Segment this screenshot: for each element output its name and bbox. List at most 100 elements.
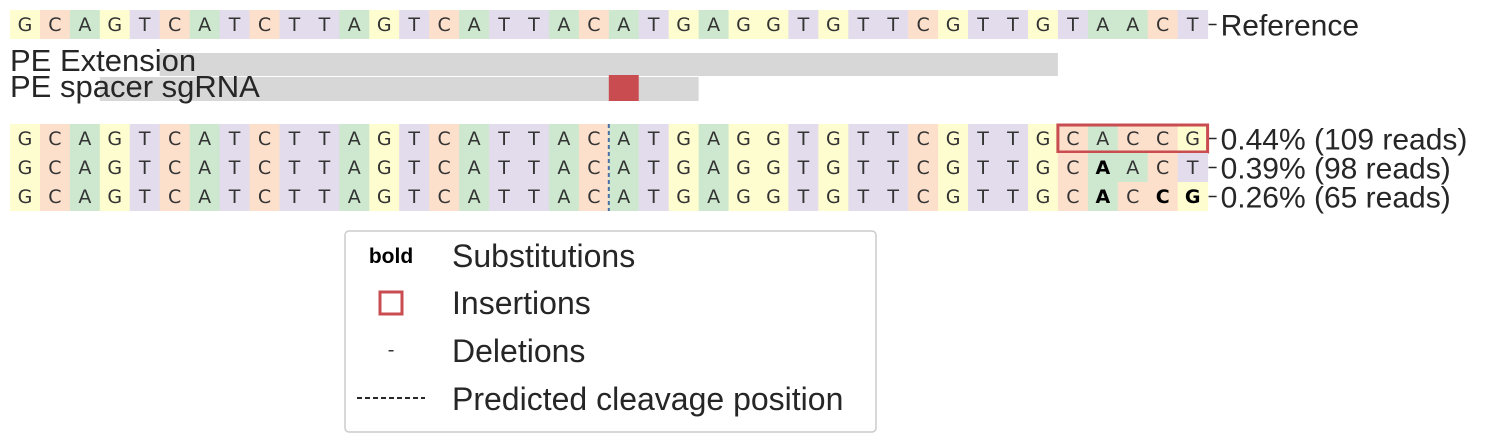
- allele-3-cell: [518, 182, 550, 211]
- reference-base: C: [917, 14, 930, 36]
- allele-1-cell: [189, 124, 221, 153]
- allele-1-base: T: [856, 128, 869, 150]
- allele-1-base: C: [1156, 128, 1169, 150]
- pe-spacer-label: PE spacer sgRNA: [10, 69, 260, 104]
- allele-1-cell: [39, 124, 71, 153]
- allele-3-cell: [159, 182, 191, 211]
- allele-3-base: A: [198, 186, 211, 208]
- allele-2-base: A: [617, 157, 630, 179]
- allele-3-base: C: [1126, 186, 1139, 208]
- reference-cell: [339, 10, 370, 39]
- allele-1-base: C: [437, 128, 450, 150]
- allele-3-base: A: [468, 186, 481, 208]
- annotation-tracks: PE Extension PE spacer sgRNA: [10, 43, 1058, 104]
- allele-2-base: G: [377, 157, 392, 179]
- reference-base: T: [318, 14, 331, 36]
- reference-base: T: [886, 14, 899, 36]
- reference-base: C: [437, 14, 450, 36]
- allele-2-base: C: [1156, 157, 1169, 179]
- allele-1-cell: [309, 124, 340, 153]
- allele-1-cell: [578, 124, 610, 153]
- allele-3-label: 0.26% (65 reads): [1221, 182, 1451, 215]
- reference-cell: [518, 10, 550, 39]
- allele-3-base: G: [946, 186, 961, 208]
- reference-base: C: [587, 14, 600, 36]
- reference-base: T: [797, 14, 810, 36]
- allele-3-cell: [758, 182, 789, 211]
- allele-1-cell: [159, 124, 191, 153]
- allele-3-cell: [818, 182, 849, 211]
- allele-2-cell: [998, 153, 1029, 182]
- allele-2-cell: [69, 153, 101, 182]
- allele-3-cell: [1117, 182, 1149, 211]
- allele-1-cell: [489, 124, 520, 153]
- allele-2-cell: [369, 153, 400, 182]
- reference-cell: [638, 10, 670, 39]
- allele-2-base: A: [707, 157, 720, 179]
- allele-2-base: T: [228, 157, 241, 179]
- allele-1-cell: [638, 124, 670, 153]
- allele-2-cell: [818, 153, 849, 182]
- reference-cell: [848, 10, 879, 39]
- allele-1-base: T: [407, 128, 420, 150]
- allele-3-cell: [219, 182, 251, 211]
- allele-1-base: G: [18, 128, 33, 150]
- reference-base: C: [48, 14, 61, 36]
- allele-2-cell: [1147, 153, 1179, 182]
- reference-cell: [159, 10, 191, 39]
- allele-2-cell: [1177, 153, 1209, 182]
- allele-3-base: T: [228, 186, 241, 208]
- allele-3-cell: [459, 182, 490, 211]
- reference-base: T: [407, 14, 420, 36]
- allele-2-base: A: [468, 157, 481, 179]
- allele-2-cell: [968, 153, 999, 182]
- allele-1-cell: [1027, 124, 1059, 153]
- reference-cell: [818, 10, 849, 39]
- reference-base: T: [527, 14, 540, 36]
- reference-cell: [668, 10, 700, 39]
- allele-1-cell: [1147, 124, 1179, 153]
- allele-2-cell: [10, 153, 41, 182]
- reference-cell: [309, 10, 340, 39]
- allele-2-base: C: [258, 157, 271, 179]
- reference-base: A: [1096, 14, 1109, 36]
- allele-3-cell: [339, 182, 370, 211]
- reference-cell: [608, 10, 640, 39]
- reference-cell: [728, 10, 759, 39]
- reference-cell: [129, 10, 161, 39]
- allele-3-cell: [1147, 182, 1179, 211]
- allele-2-cell: [878, 153, 909, 182]
- allele-3-cell: [878, 182, 909, 211]
- allele-2-cell: [1117, 153, 1149, 182]
- allele-1-cell: [219, 124, 251, 153]
- legend-bold-symbol: bold: [369, 245, 413, 268]
- reference-base: A: [557, 14, 570, 36]
- allele-3-base: A: [78, 186, 91, 208]
- reference-cell: [369, 10, 400, 39]
- allele-2-base: G: [676, 157, 691, 179]
- allele-3-cell: [668, 182, 700, 211]
- allele-3-cell: [39, 182, 71, 211]
- allele-2-cell: [129, 153, 161, 182]
- allele-1-base: A: [557, 128, 570, 150]
- allele-2-base: G: [766, 157, 781, 179]
- allele-1-cell: [1057, 124, 1089, 153]
- allele-1-insertion-box: [1056, 123, 1210, 154]
- reference-cell: [99, 10, 131, 39]
- allele-3-base: C: [48, 186, 61, 208]
- allele-3-cell: [698, 182, 730, 211]
- allele-3-cell: [489, 182, 520, 211]
- allele-3-base: C: [917, 186, 930, 208]
- reference-base: A: [78, 14, 91, 36]
- allele-1-cell: [518, 124, 550, 153]
- allele-2-cell: [489, 153, 520, 182]
- allele-2-base: G: [736, 157, 751, 179]
- allele-3-base: C: [437, 186, 450, 208]
- allele-3-base: G: [377, 186, 392, 208]
- reference-cell: [938, 10, 969, 39]
- allele-2-base: T: [527, 157, 540, 179]
- allele-1-cell: [848, 124, 879, 153]
- allele-2-cell: [608, 153, 640, 182]
- allele-2-cell: [668, 153, 700, 182]
